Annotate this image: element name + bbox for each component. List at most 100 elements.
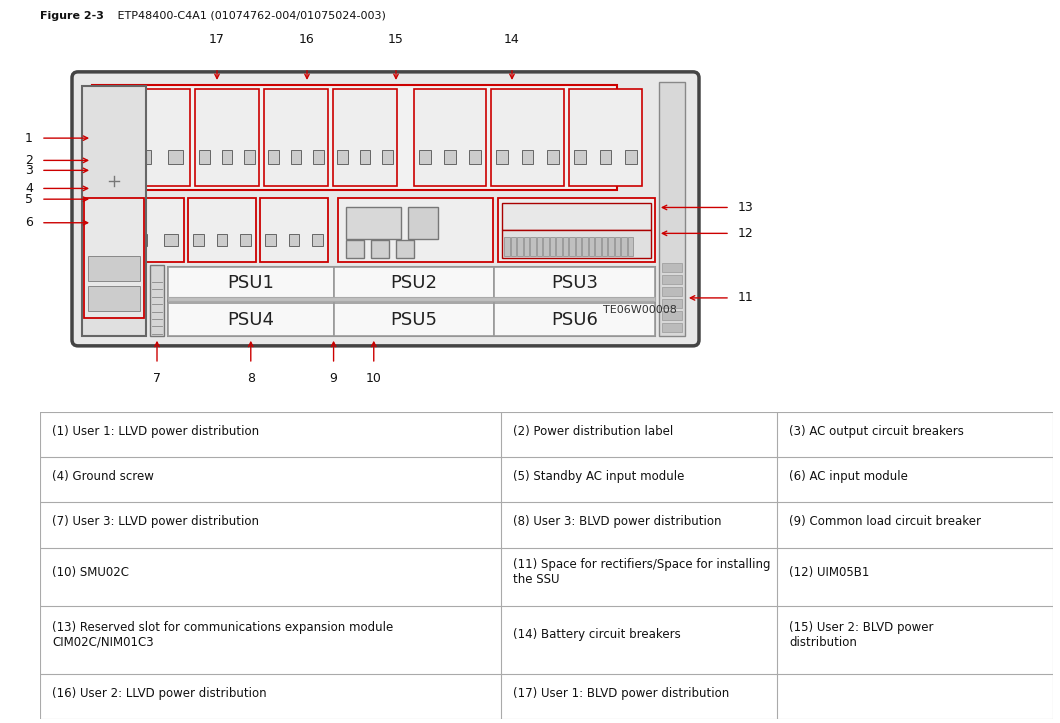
Bar [494, 304, 655, 336]
Bar [569, 89, 642, 186]
Bar [504, 236, 510, 256]
Bar [132, 234, 147, 247]
Bar [92, 85, 617, 190]
Text: 10: 10 [366, 372, 382, 385]
Bar [102, 234, 117, 247]
Bar [313, 234, 323, 247]
Ellipse shape [135, 111, 152, 125]
Bar [524, 236, 529, 256]
Bar [502, 231, 651, 258]
Bar [600, 150, 612, 164]
Text: (1) User 1: LLVD power distribution: (1) User 1: LLVD power distribution [52, 424, 260, 437]
Text: 8: 8 [247, 372, 254, 385]
Ellipse shape [312, 210, 324, 221]
Bar [517, 236, 523, 256]
Bar [290, 150, 301, 164]
Text: (15) User 2: BLVD power
distribution: (15) User 2: BLVD power distribution [790, 621, 934, 649]
Bar [167, 304, 334, 336]
Bar [199, 150, 210, 164]
Bar [84, 198, 144, 318]
Bar [288, 234, 299, 247]
Circle shape [339, 208, 344, 214]
Ellipse shape [216, 210, 228, 221]
Bar [576, 236, 581, 256]
Bar [502, 203, 651, 230]
Text: (6) AC input module: (6) AC input module [790, 470, 908, 483]
Bar [169, 150, 183, 164]
Ellipse shape [102, 210, 117, 221]
Text: ETP48400-C4A1 (01074762-004/01075024-003): ETP48400-C4A1 (01074762-004/01075024-003… [114, 11, 386, 21]
Ellipse shape [240, 210, 252, 221]
Bar [338, 198, 493, 262]
Bar [511, 236, 516, 256]
Bar [334, 267, 494, 299]
Ellipse shape [102, 111, 119, 125]
Text: (7) User 3: LLVD power distribution: (7) User 3: LLVD power distribution [52, 515, 260, 528]
Circle shape [633, 210, 641, 218]
Text: (13) Reserved slot for communications expansion module
CIM02C/NIM01C3: (13) Reserved slot for communications ex… [52, 621, 393, 649]
Ellipse shape [359, 111, 371, 125]
Bar [193, 234, 204, 247]
Bar [496, 150, 508, 164]
Bar [662, 287, 682, 296]
Text: 1: 1 [25, 132, 33, 145]
Bar [216, 234, 228, 247]
Ellipse shape [264, 210, 277, 221]
Text: PSU2: PSU2 [390, 274, 438, 292]
Text: 14: 14 [505, 33, 519, 46]
Bar [396, 240, 414, 258]
Bar [260, 198, 328, 262]
Ellipse shape [443, 111, 457, 125]
Ellipse shape [599, 111, 612, 125]
Bar [625, 150, 637, 164]
Bar [360, 150, 370, 164]
Ellipse shape [382, 111, 393, 125]
Text: (2) Power distribution label: (2) Power distribution label [513, 424, 673, 437]
Text: 9: 9 [330, 372, 337, 385]
Bar [188, 198, 257, 262]
Bar [662, 275, 682, 284]
Ellipse shape [313, 111, 324, 125]
Ellipse shape [547, 111, 560, 125]
Bar [615, 236, 620, 256]
Ellipse shape [573, 111, 586, 125]
Text: (12) UIM05B1: (12) UIM05B1 [790, 566, 870, 579]
Bar [371, 240, 389, 258]
Bar [167, 297, 655, 301]
Ellipse shape [469, 111, 481, 125]
Text: TE06W00008: TE06W00008 [603, 305, 677, 315]
Ellipse shape [337, 111, 349, 125]
Bar [662, 263, 682, 272]
Bar [265, 234, 276, 247]
Bar [222, 150, 232, 164]
Bar [608, 236, 614, 256]
Bar [595, 236, 601, 256]
Bar [103, 150, 118, 164]
Text: PSU1: PSU1 [227, 274, 275, 292]
Text: 2: 2 [25, 154, 33, 167]
Text: (11) Space for rectifiers/Space for installing
the SSU: (11) Space for rectifiers/Space for inst… [513, 558, 771, 586]
Bar [337, 150, 348, 164]
Ellipse shape [520, 111, 534, 125]
Bar [195, 89, 259, 186]
Text: 5: 5 [25, 192, 33, 205]
Circle shape [339, 231, 344, 238]
Bar [167, 267, 334, 299]
Bar [151, 265, 164, 336]
Text: (3) AC output circuit breakers: (3) AC output circuit breakers [790, 424, 965, 437]
Text: 6: 6 [25, 216, 33, 229]
Bar [522, 150, 533, 164]
Text: PSU3: PSU3 [551, 274, 598, 292]
Bar [588, 236, 595, 256]
Text: (5) Standby AC input module: (5) Standby AC input module [513, 470, 685, 483]
Circle shape [339, 220, 344, 226]
Bar [498, 198, 655, 262]
Text: (14) Battery circuit breakers: (14) Battery circuit breakers [513, 628, 681, 641]
Bar [88, 256, 140, 281]
Text: PSU5: PSU5 [390, 311, 438, 329]
Text: 17: 17 [209, 33, 225, 46]
Bar [96, 198, 184, 262]
Bar [383, 150, 392, 164]
Ellipse shape [290, 111, 302, 125]
Bar [244, 150, 254, 164]
